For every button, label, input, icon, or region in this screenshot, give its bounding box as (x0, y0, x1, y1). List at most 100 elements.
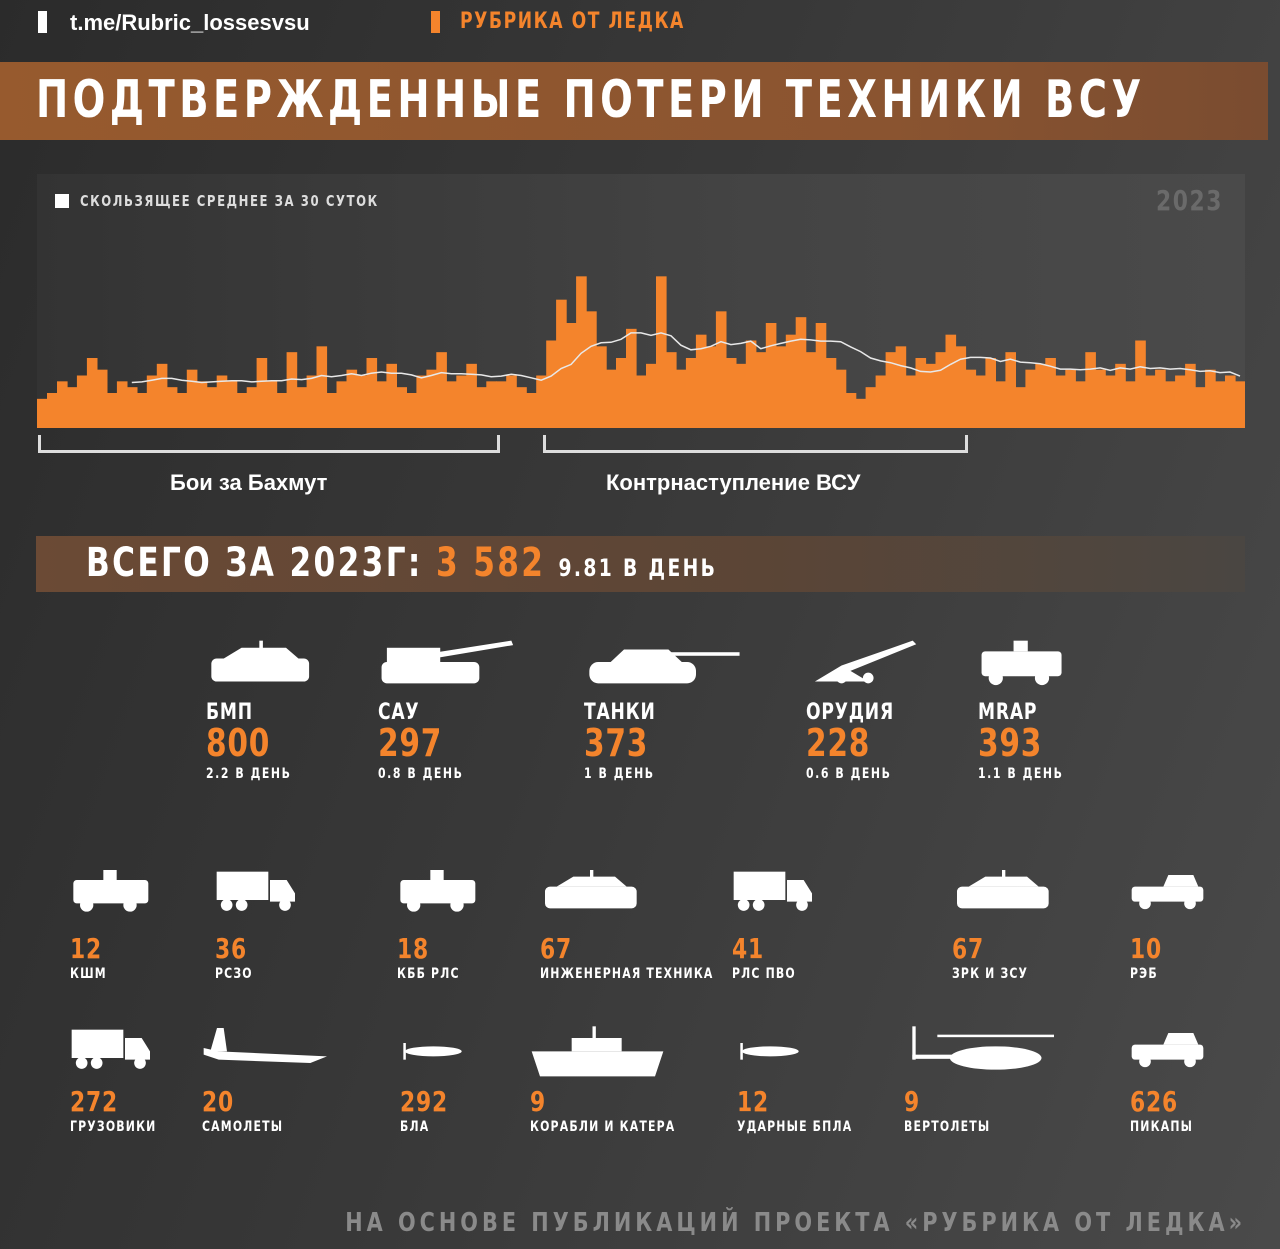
main-item: MRAP 393 1.1 В ДЕНЬ (978, 700, 1088, 783)
chart-bar (865, 387, 877, 428)
chart-bar (37, 398, 48, 428)
bakhmut-label: Бои за Бахмут (170, 470, 328, 495)
item-value: 373 (584, 721, 649, 765)
chart-bar (206, 387, 218, 428)
chart-bar (1035, 363, 1046, 428)
radar-vehicle-icon (400, 870, 476, 912)
chart-bar (666, 352, 677, 428)
chart-bar (496, 381, 507, 428)
strike-uav-icon (740, 1043, 799, 1060)
chart-bar (516, 387, 527, 428)
chart-bar (526, 393, 537, 428)
aircraft-icon (203, 1028, 327, 1063)
loss-item: 18 КББ РЛС (397, 932, 477, 983)
item-label: MRAP (978, 700, 1038, 725)
chart-bar (546, 340, 557, 428)
chart-bar (376, 381, 387, 428)
chart-bar (576, 276, 587, 428)
main-item: БМП 800 2.2 В ДЕНЬ (206, 700, 316, 783)
item-label: КББ РЛС (397, 966, 460, 982)
chart-bar (156, 363, 168, 428)
chart-bar (436, 352, 447, 428)
pickup-icon (1131, 1033, 1204, 1068)
chart-bar (646, 363, 657, 428)
chart-bar (116, 381, 128, 428)
air-defense-radar-icon (733, 871, 812, 911)
chart-bar (1045, 358, 1056, 428)
chart-bar (745, 340, 757, 428)
chart-bar (636, 375, 647, 428)
main-item: ТАНКИ 373 1 В ДЕНЬ (584, 700, 676, 783)
chart-bar (1155, 369, 1166, 428)
chart-bar (86, 358, 98, 428)
engineering-icon (545, 870, 637, 909)
chart-bar (176, 393, 188, 428)
chart-legend: СКОЛЬЗЯЩЕЕ СРЕДНЕЕ ЗА 30 СУТОК (80, 192, 379, 210)
chart-bar (845, 393, 857, 428)
item-label: РЭБ (1130, 966, 1158, 982)
chart-bar (1175, 375, 1186, 428)
chart-bar (1225, 375, 1236, 428)
item-label: БМП (206, 700, 253, 725)
item-label: ТАНКИ (584, 700, 656, 725)
chart-bar (566, 323, 577, 428)
chart-bar (47, 393, 58, 428)
chart-bar (835, 369, 847, 428)
chart-bar (1005, 352, 1016, 428)
item-value: 9 (530, 1085, 546, 1118)
loss-item: 9 КОРАБЛИ И КАТЕРА (530, 1085, 716, 1136)
item-value: 10 (1130, 932, 1162, 965)
chart-bar (406, 393, 417, 428)
chart-bar (825, 358, 837, 428)
item-label: ЗРК И ЗСУ (952, 966, 1029, 982)
channel-link[interactable]: t.me/Rubric_lossesvsu (70, 10, 310, 35)
chart-bar (626, 328, 637, 428)
chart-bar (96, 369, 108, 428)
item-label: КШМ (70, 966, 107, 982)
item-value: 36 (215, 932, 247, 965)
chart-bar (226, 381, 238, 428)
chart-bar (246, 387, 258, 428)
chart-bar (396, 387, 407, 428)
chart-bar (126, 387, 138, 428)
chart-bar (506, 375, 517, 428)
loss-item: 272 ГРУЗОВИКИ (70, 1085, 181, 1136)
item-label: ПИКАПЫ (1130, 1119, 1194, 1135)
chart-bar (426, 369, 437, 428)
item-label: ИНЖЕНЕРНАЯ ТЕХНИКА (540, 966, 714, 982)
loss-item: 292 БЛА (400, 1085, 461, 1136)
item-label: ОРУДИЯ (806, 700, 894, 725)
chart-bar (276, 393, 288, 428)
counteroffensive-label: Контрнаступление ВСУ (606, 470, 861, 495)
item-value: 20 (202, 1085, 234, 1118)
moving-average-line (131, 332, 1241, 384)
loss-item: 67 ИНЖЕНЕРНАЯ ТЕХНИКА (540, 932, 763, 983)
chart-bar (705, 346, 717, 428)
main-item: САУ 297 0.8 В ДЕНЬ (378, 700, 488, 783)
chart-bar (476, 387, 487, 428)
chart-bar (775, 346, 787, 428)
chart-bar (336, 381, 348, 428)
chart-bar (166, 387, 178, 428)
loss-item: 9 ВЕРТОЛЕТЫ (904, 1085, 1015, 1136)
chart-bar (1185, 363, 1196, 428)
rubric-label: РУБРИКА ОТ ЛЕДКА (460, 9, 685, 34)
item-label: ГРУЗОВИКИ (70, 1119, 157, 1135)
chart-bar (416, 375, 427, 428)
chart-bar (785, 334, 797, 428)
item-value: 800 (206, 721, 271, 765)
chart-bar (1065, 369, 1076, 428)
chart-bar (1165, 381, 1176, 428)
item-per-day: 1.1 В ДЕНЬ (978, 766, 1064, 782)
total-row: ВСЕГО ЗА 2023Г: 3 582 9.81 В ДЕНЬ (86, 540, 717, 586)
title-band (0, 62, 1268, 140)
chart-bar (815, 323, 827, 428)
chart-bar (995, 381, 1006, 428)
chart-bar (905, 375, 917, 428)
howitzer-icon (814, 640, 917, 684)
chart-bar (695, 334, 707, 428)
footer-credit: НА ОСНОВЕ ПУБЛИКАЦИЙ ПРОЕКТА «РУБРИКА ОТ… (345, 1208, 1246, 1238)
item-label: БЛА (400, 1119, 430, 1135)
loss-item: 36 РСЗО (215, 932, 263, 983)
chart-bar (965, 369, 977, 428)
